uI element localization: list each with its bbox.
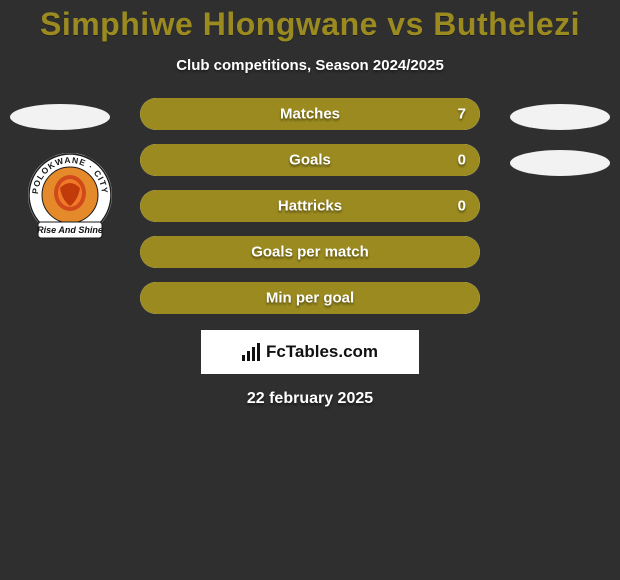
stat-bar: Min per goal <box>140 282 480 314</box>
player2-flag-placeholder <box>510 104 610 130</box>
stat-bar-label: Matches <box>280 106 340 123</box>
fctables-logo: FcTables.com <box>201 330 419 374</box>
stat-bar-value: 7 <box>458 106 466 123</box>
stat-bar: Goals 0 <box>140 144 480 176</box>
subtitle: Club competitions, Season 2024/2025 <box>0 57 620 74</box>
stat-bar: Matches 7 <box>140 98 480 130</box>
player1-club-badge: POLOKWANE · CITY FC Rise And Shine <box>20 150 120 250</box>
comparison-area: POLOKWANE · CITY FC Rise And Shine Match… <box>0 98 620 314</box>
page-title: Simphiwe Hlongwane vs Buthelezi <box>0 0 620 43</box>
stat-bar-label: Goals <box>289 152 331 169</box>
stats-bars: Matches 7 Goals 0 Hattricks 0 Goals per match M… <box>140 98 480 314</box>
stat-bar: Goals per match <box>140 236 480 268</box>
logo-text: FcTables.com <box>266 342 378 362</box>
badge-banner-text: Rise And Shine <box>37 225 103 235</box>
player1-flag-placeholder <box>10 104 110 130</box>
snapshot-date: 22 february 2025 <box>0 390 620 408</box>
stat-bar-label: Goals per match <box>251 244 369 261</box>
stat-bar-label: Min per goal <box>266 290 354 307</box>
stat-bar-label: Hattricks <box>278 198 342 215</box>
stat-bar-value: 0 <box>458 152 466 169</box>
stat-bar-value: 0 <box>458 198 466 215</box>
player2-club-placeholder <box>510 150 610 176</box>
chart-icon <box>242 343 260 361</box>
stat-bar: Hattricks 0 <box>140 190 480 222</box>
